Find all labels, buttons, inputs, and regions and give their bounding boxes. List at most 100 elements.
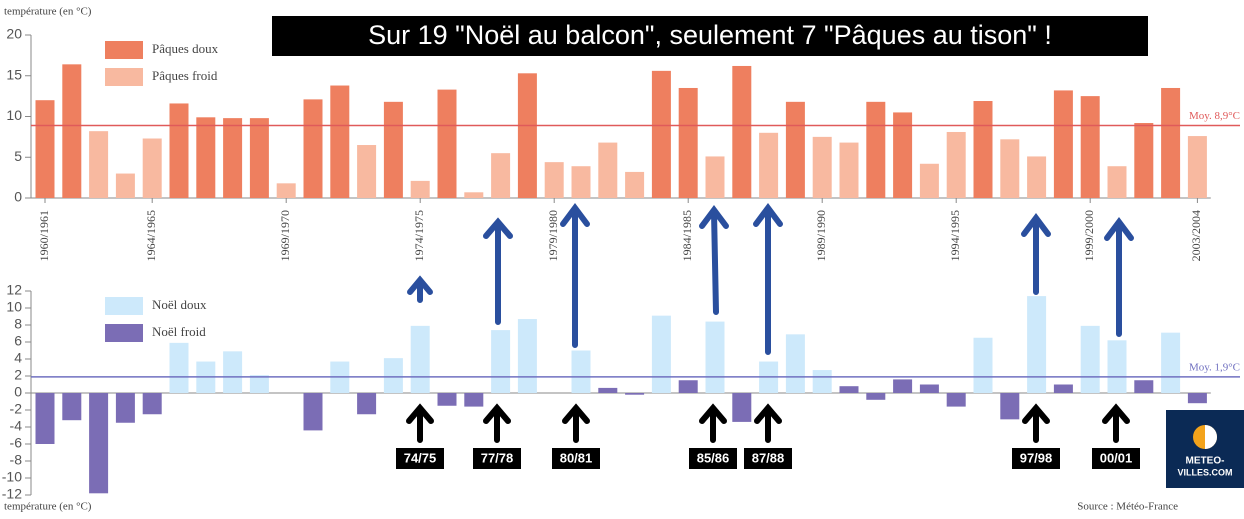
bar xyxy=(785,101,805,198)
chart-title: Sur 19 "Noël au balcon", seulement 7 "Pâ… xyxy=(368,20,1052,50)
bar xyxy=(571,350,591,393)
annotation-label: 87/88 xyxy=(752,450,785,465)
bar xyxy=(1053,384,1073,393)
bar xyxy=(732,65,752,198)
bar xyxy=(1134,380,1154,393)
logo: METEO- VILLES.COM xyxy=(1166,410,1244,488)
mean-label: Moy. 8,9°C xyxy=(1189,110,1240,122)
bar xyxy=(62,393,82,421)
bar xyxy=(491,153,511,198)
bar xyxy=(839,142,859,198)
bar xyxy=(383,358,403,393)
legend-swatch xyxy=(105,68,143,86)
bar xyxy=(169,342,189,393)
bar xyxy=(1161,332,1181,393)
y-tick-label: -12 xyxy=(2,486,22,502)
bar xyxy=(571,166,591,198)
bar xyxy=(383,101,403,198)
bar xyxy=(759,132,779,198)
bar xyxy=(866,101,886,198)
mean-label: Moy. 1,9°C xyxy=(1189,361,1240,373)
annotation-box xyxy=(1092,448,1140,469)
bar xyxy=(1134,123,1154,198)
y-tick-label: 10 xyxy=(6,299,22,315)
blue-arrows xyxy=(407,203,1134,355)
title-banner xyxy=(272,16,1148,56)
bar xyxy=(357,393,377,415)
bar xyxy=(249,118,269,198)
x-tick-label: 1979/1980 xyxy=(546,210,560,261)
bar xyxy=(598,387,618,393)
annotation-box xyxy=(1012,448,1060,469)
source: Source : Météo-France xyxy=(1077,501,1178,513)
bar xyxy=(1027,156,1047,198)
bar xyxy=(1053,90,1073,198)
y-axis-label: température (en °C) xyxy=(4,6,92,18)
y-tick-label: 0 xyxy=(14,384,22,400)
y-tick-label: -2 xyxy=(10,401,23,417)
logo-text: METEO- xyxy=(1186,456,1225,467)
bar xyxy=(142,393,162,415)
y-tick-label: 4 xyxy=(14,350,22,366)
x-tick-label: 1989/1990 xyxy=(814,210,828,261)
annotation-label: 80/81 xyxy=(560,450,593,465)
legend-label: Noël doux xyxy=(152,297,207,312)
bar xyxy=(115,173,135,198)
bar xyxy=(303,99,323,198)
x-tick-label: 1964/1965 xyxy=(144,210,158,261)
bar xyxy=(651,315,671,393)
bar xyxy=(973,337,993,393)
annotation-box xyxy=(552,448,600,469)
bar xyxy=(785,334,805,393)
bar xyxy=(812,370,832,393)
bar xyxy=(946,393,966,407)
bar xyxy=(625,171,645,198)
annotation-label: 00/01 xyxy=(1100,450,1133,465)
bar xyxy=(517,319,537,393)
annotation-label: 77/78 xyxy=(481,450,514,465)
bar xyxy=(464,393,484,407)
annotation-box xyxy=(744,448,792,469)
legend-label: Pâques froid xyxy=(152,68,218,83)
y-tick-label: 5 xyxy=(14,148,22,164)
bar xyxy=(625,393,645,395)
bar xyxy=(410,180,430,198)
annotation-arrow xyxy=(754,403,782,443)
bar xyxy=(866,393,886,400)
bar xyxy=(1027,296,1047,393)
bar xyxy=(598,142,618,198)
bar xyxy=(812,136,832,198)
x-tick-label: 1974/1975 xyxy=(412,210,426,261)
bar xyxy=(1000,139,1020,198)
bar xyxy=(410,325,430,393)
bar xyxy=(1161,87,1181,198)
bar xyxy=(89,393,109,494)
annotation-arrow xyxy=(1102,403,1130,443)
bar xyxy=(893,112,913,198)
bar xyxy=(678,87,698,198)
bar xyxy=(276,183,296,198)
bar xyxy=(919,384,939,393)
legend-label: Pâques doux xyxy=(152,41,219,56)
legend-label: Noël froid xyxy=(152,324,206,339)
y-tick-label: 8 xyxy=(14,316,22,332)
bar xyxy=(464,192,484,198)
bar xyxy=(705,156,725,198)
legend-swatch xyxy=(105,324,143,342)
bar xyxy=(1187,393,1207,404)
bar xyxy=(196,117,216,198)
annotation-label: 85/86 xyxy=(697,450,730,465)
y-axis-label: température (en °C) xyxy=(4,501,92,513)
bar xyxy=(89,131,109,198)
bar xyxy=(169,103,189,198)
bar xyxy=(893,379,913,393)
x-tick-label: 1960/1961 xyxy=(37,210,51,261)
bar xyxy=(1080,96,1100,198)
annotation-box xyxy=(689,448,737,469)
bar xyxy=(491,330,511,393)
bar xyxy=(544,162,564,198)
bar xyxy=(973,101,993,198)
y-tick-label: -4 xyxy=(10,418,23,434)
y-tick-label: 0 xyxy=(14,189,22,205)
